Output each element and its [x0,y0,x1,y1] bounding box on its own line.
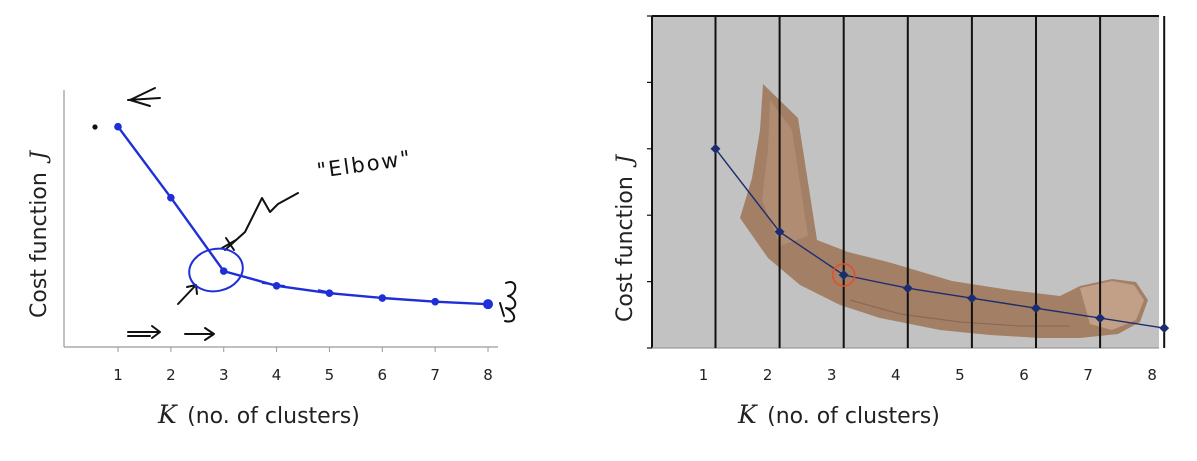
left-xlabel-text: (no. of clusters) [187,404,360,429]
left-y-axis-title: Cost function J [27,150,52,318]
left-x-tick-label: 4 [272,366,282,384]
right-x-tick-label: 1 [699,366,709,384]
stray-dot [92,124,98,130]
left-xlabel-var: K [157,400,178,429]
right-x-tick-label: 5 [955,366,965,384]
left-chart: 1 2 3 4 5 6 7 8 Cost function J K (no. of clust… [27,87,517,429]
left-x-tick-label: 3 [219,366,229,384]
right-xlabel-var: K [737,400,758,429]
right-xlabel-text: (no. of clusters) [767,404,940,429]
left-x-tick-label: 1 [113,366,123,384]
left-x-tick-label: 5 [325,366,335,384]
left-ylabel-var: J [27,150,52,164]
right-series-points [710,143,1170,334]
right-series-line [714,148,1165,329]
right-x-tick-labels: 1 2 3 4 5 6 7 8 [699,366,1157,384]
right-ylabel-var: J [613,154,638,168]
elbow-cross-mark [221,237,237,251]
left-series-points [114,122,494,310]
right-x-tick-label: 4 [891,366,901,384]
left-series-line [116,125,490,306]
scribble-tick [499,302,505,317]
left-x-ticks [117,347,489,352]
right-data-point [838,270,849,280]
right-x-tick-label: 3 [827,366,837,384]
left-x-tick-label: 8 [483,366,493,384]
right-data-point [774,226,785,237]
right-x-axis-title: K (no. of clusters) [737,400,940,429]
right-data-point [710,143,721,154]
left-data-point [378,294,387,302]
right-x-tick-label: 7 [1083,366,1093,384]
right-ylabel-text: Cost function [613,176,638,322]
left-data-point [431,297,439,306]
right-arrow-2 [184,327,215,341]
right-data-point [1159,323,1170,334]
elbow-annotation: "Elbow" [315,146,413,183]
left-data-point [483,299,494,310]
elbow-highlight-circle [831,263,856,287]
svg-text:Cost function J: Cost function J [27,150,52,318]
arm-highlight [762,100,808,246]
right-x-tick-label: 8 [1147,366,1157,384]
arrow-to-first-point [129,87,156,107]
arrow-to-first-point-shaft [127,97,161,101]
right-vertical-gridlines [714,16,1166,348]
left-data-point [219,267,228,275]
right-data-point [902,283,913,294]
left-x-axis-title: K (no. of clusters) [157,400,360,429]
right-y-axis-title: Cost function J [613,154,638,322]
right-data-point [966,293,977,304]
right-data-point [1031,303,1041,314]
scribble-right [504,281,517,323]
elbow-pointer-scribble [224,192,299,251]
elbow-circle [188,247,244,293]
extra-ink-strokes [261,282,339,295]
left-data-point [114,122,122,131]
left-x-tick-labels: 1 2 3 4 5 6 7 8 [113,366,493,384]
right-chart: 1 2 3 4 5 6 7 8 Cost function J K (no. of clust… [613,15,1170,429]
right-y-ticks [647,15,652,349]
left-x-tick-label: 2 [166,366,176,384]
right-arrow-1 [127,325,161,339]
arrow-to-elbow [177,284,198,305]
left-x-tick-label: 6 [378,366,388,384]
right-data-point [1095,313,1106,324]
svg-text:Cost function J: Cost function J [613,154,638,322]
left-x-tick-label: 7 [430,366,440,384]
left-ylabel-text: Cost function [27,172,52,318]
right-x-tick-label: 2 [763,366,773,384]
right-x-tick-label: 6 [1019,366,1029,384]
left-data-point [167,193,175,202]
